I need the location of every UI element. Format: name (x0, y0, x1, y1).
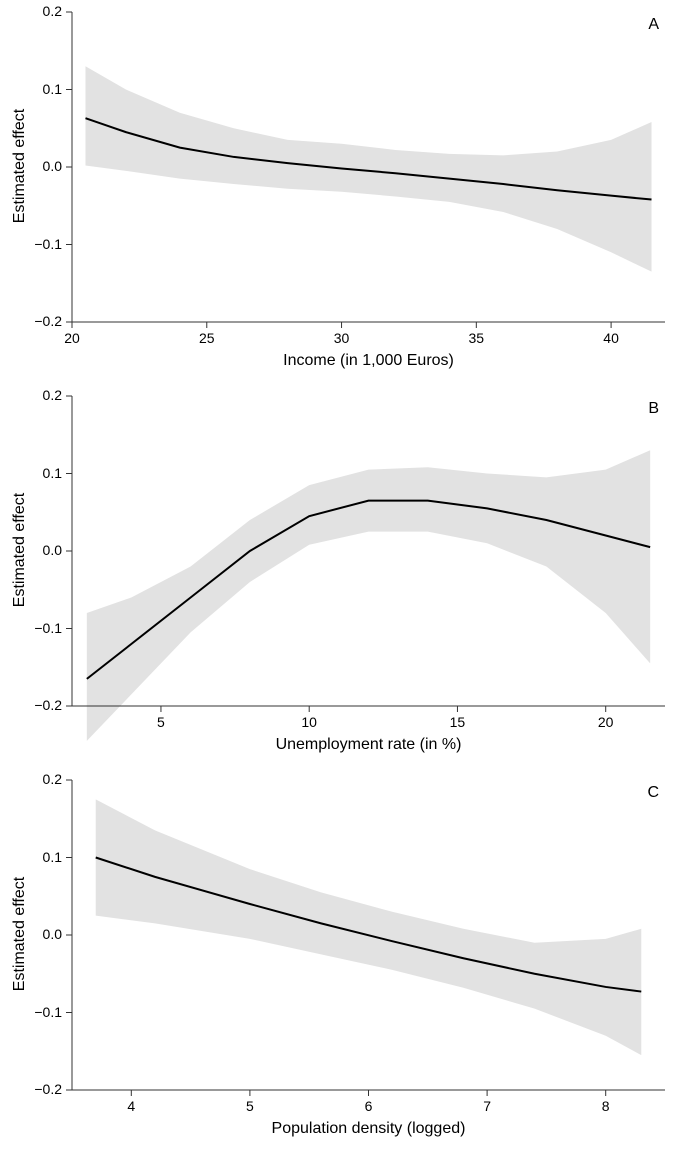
x-tick-label: 30 (327, 330, 357, 346)
x-tick-label: 25 (192, 330, 222, 346)
confidence-band (96, 799, 642, 1055)
x-axis-label: Population density (logged) (72, 1120, 665, 1138)
x-tick-label: 40 (596, 330, 626, 346)
y-tick-label: −0.1 (34, 1004, 62, 1020)
x-axis-label: Unemployment rate (in %) (72, 736, 665, 754)
y-tick-label: −0.1 (34, 620, 62, 636)
plot-area (72, 396, 665, 706)
x-tick-label: 15 (442, 714, 472, 730)
panel-letter: C (647, 784, 659, 802)
x-tick-label: 10 (294, 714, 324, 730)
confidence-band (85, 66, 651, 271)
x-tick-label: 4 (116, 1098, 146, 1114)
x-tick-label: 6 (354, 1098, 384, 1114)
panel-b: −0.2 −0.1 0.0 0.1 0.2 5 10 15 20 Estimated effect… (0, 384, 675, 768)
y-tick-label: −0.2 (34, 1081, 62, 1097)
x-tick-label: 5 (235, 1098, 265, 1114)
y-tick-label: 0.2 (43, 387, 62, 403)
y-axis-label: Estimated effect (11, 106, 29, 226)
x-tick-label: 20 (57, 330, 87, 346)
y-tick-label: 0.1 (43, 81, 62, 97)
y-tick-label: 0.0 (43, 158, 62, 174)
panel-letter: A (648, 16, 659, 34)
y-axis-label: Estimated effect (11, 490, 29, 610)
y-tick-label: −0.1 (34, 236, 62, 252)
plot-area (72, 12, 665, 322)
y-tick-label: 0.2 (43, 3, 62, 19)
panel-c: −0.2 −0.1 0.0 0.1 0.2 4 5 6 7 8 Estimated effect Po… (0, 768, 675, 1152)
x-tick-label: 5 (146, 714, 176, 730)
x-tick-label: 7 (472, 1098, 502, 1114)
y-axis-label: Estimated effect (11, 874, 29, 994)
y-tick-label: 0.2 (43, 771, 62, 787)
x-axis-label: Income (in 1,000 Euros) (72, 352, 665, 370)
x-tick-label: 8 (591, 1098, 621, 1114)
y-tick-label: −0.2 (34, 697, 62, 713)
confidence-band (87, 450, 650, 741)
figure-container: −0.2 −0.1 0.0 0.1 0.2 20 25 30 35 40 Estimated eff… (0, 0, 675, 1153)
y-tick-label: 0.0 (43, 926, 62, 942)
y-tick-label: −0.2 (34, 313, 62, 329)
y-tick-label: 0.1 (43, 849, 62, 865)
y-tick-label: 0.0 (43, 542, 62, 558)
x-tick-label: 20 (591, 714, 621, 730)
y-tick-label: 0.1 (43, 465, 62, 481)
panel-a: −0.2 −0.1 0.0 0.1 0.2 20 25 30 35 40 Estimated eff… (0, 0, 675, 384)
panel-letter: B (648, 400, 659, 418)
plot-area (72, 780, 665, 1090)
x-tick-label: 35 (461, 330, 491, 346)
